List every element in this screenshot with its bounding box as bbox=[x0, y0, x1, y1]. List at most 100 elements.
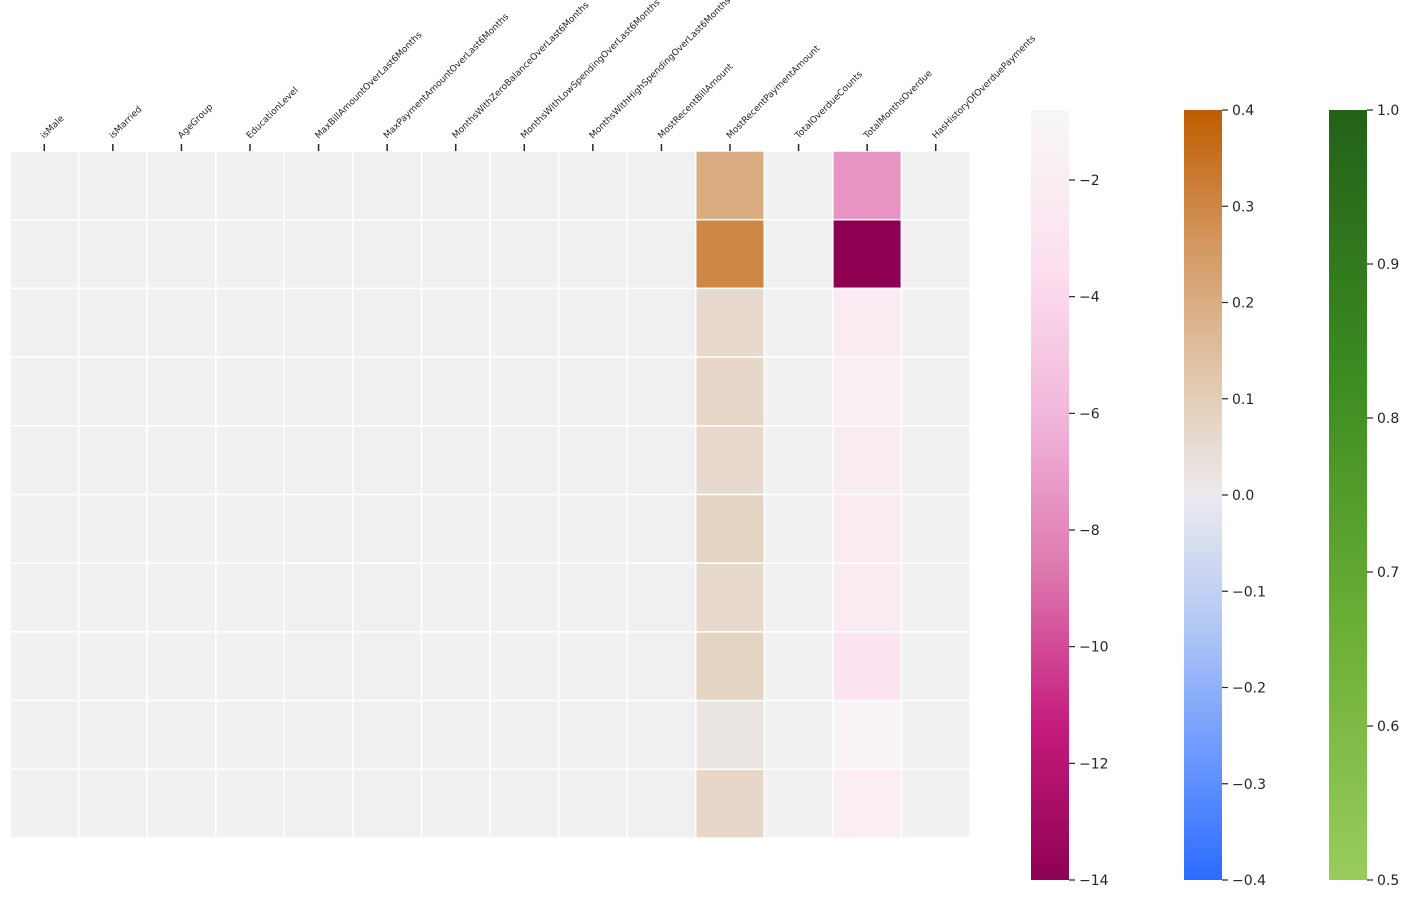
heatmap-cell bbox=[420, 562, 491, 633]
colorbars: −2 −4 −6 −8 −10 −12 −14 −0.4 −0.3 −0.2 −0.1 0.0 0.1 0… bbox=[1031, 103, 1399, 889]
heatmap-cell bbox=[832, 493, 903, 564]
heatmap-cell bbox=[77, 493, 148, 564]
heatmap-cell bbox=[352, 287, 423, 358]
heatmap-cell bbox=[557, 425, 628, 496]
heatmap-cell bbox=[694, 287, 766, 358]
colorbar-tick-label: 0.8 bbox=[1377, 411, 1399, 427]
heatmap-cell bbox=[694, 562, 766, 633]
heatmap-cell bbox=[352, 493, 423, 564]
heatmap-cell bbox=[77, 768, 148, 839]
heatmap-cell bbox=[352, 631, 423, 702]
colorbar-tick-label: 0.4 bbox=[1232, 103, 1254, 119]
heatmap-cell bbox=[9, 218, 80, 290]
heatmap-cell bbox=[77, 425, 148, 496]
heatmap-cell bbox=[626, 562, 697, 633]
colorbar-tick-label: 1.0 bbox=[1377, 103, 1399, 119]
heatmap-cell bbox=[557, 768, 628, 839]
heatmap-cell bbox=[763, 425, 834, 496]
heatmap-cell bbox=[77, 218, 148, 290]
heatmap-cell bbox=[763, 287, 834, 358]
colorbar-tick-label: 0.0 bbox=[1232, 488, 1254, 504]
heatmap-cell bbox=[283, 631, 354, 702]
heatmap-cell bbox=[77, 562, 148, 633]
heatmap-cell bbox=[77, 150, 148, 221]
heatmap-cell bbox=[352, 218, 423, 290]
heatmap-cell bbox=[420, 287, 491, 358]
heatmap-cell bbox=[420, 631, 491, 702]
colorbar-tick-label: −12 bbox=[1079, 756, 1109, 772]
heatmap-cell bbox=[214, 150, 286, 221]
heatmap-cell bbox=[489, 768, 560, 839]
heatmap-cell bbox=[832, 287, 903, 358]
heatmap-cell bbox=[77, 699, 148, 771]
heatmap-cell bbox=[763, 768, 834, 839]
heatmap-cell bbox=[626, 699, 697, 771]
heatmap-cells bbox=[9, 150, 971, 839]
heatmap-cell bbox=[489, 287, 560, 358]
colorbar-green bbox=[1329, 110, 1367, 880]
heatmap-cell bbox=[214, 287, 286, 358]
heatmap-cell bbox=[146, 493, 217, 564]
heatmap-cell bbox=[283, 493, 354, 564]
column-label: MonthsWithLowSpendingOverLast6Months bbox=[519, 0, 662, 141]
heatmap-cell bbox=[832, 150, 903, 221]
heatmap-cell bbox=[146, 562, 217, 633]
heatmap-cell bbox=[763, 562, 834, 633]
colorbar-tick-label: 0.7 bbox=[1377, 565, 1399, 581]
heatmap-cell bbox=[77, 631, 148, 702]
heatmap-cell bbox=[214, 562, 286, 633]
heatmap-cell bbox=[626, 493, 697, 564]
heatmap-cell bbox=[557, 493, 628, 564]
column-label: HasHistoryOfOverduePayments bbox=[931, 34, 1039, 142]
colorbar-tick-label: −0.1 bbox=[1232, 584, 1266, 600]
heatmap-cell bbox=[900, 218, 971, 290]
heatmap-cell bbox=[283, 218, 354, 290]
heatmap-cell bbox=[489, 631, 560, 702]
heatmap-cell bbox=[352, 356, 423, 427]
heatmap-cell bbox=[900, 150, 971, 221]
heatmap-cell bbox=[832, 356, 903, 427]
heatmap-cell bbox=[283, 287, 354, 358]
heatmap-cell bbox=[763, 150, 834, 221]
heatmap-cell bbox=[214, 218, 286, 290]
heatmap-cell bbox=[352, 562, 423, 633]
heatmap-cell bbox=[900, 631, 971, 702]
heatmap-cell bbox=[489, 356, 560, 427]
heatmap-cell bbox=[626, 287, 697, 358]
heatmap-cell bbox=[694, 356, 766, 427]
heatmap-cell bbox=[626, 356, 697, 427]
heatmap-cell bbox=[9, 631, 80, 702]
heatmap-cell bbox=[146, 425, 217, 496]
heatmap-cell bbox=[626, 218, 697, 290]
colorbar-tick-label: 0.1 bbox=[1232, 392, 1254, 408]
column-ticks: isMale isMarried AgeGroup EducationLevel Max… bbox=[39, 0, 1038, 151]
colorbar-tick-label: −0.4 bbox=[1232, 873, 1266, 889]
colorbar-brown bbox=[1184, 110, 1222, 880]
colorbar-tick-label: 0.5 bbox=[1377, 873, 1399, 889]
colorbar-tick-label: −0.3 bbox=[1232, 777, 1266, 793]
colorbar-tick-label: −10 bbox=[1079, 640, 1109, 656]
heatmap-cell bbox=[557, 218, 628, 290]
heatmap-cell bbox=[763, 631, 834, 702]
heatmap-cell bbox=[626, 631, 697, 702]
heatmap-cell bbox=[146, 699, 217, 771]
heatmap-cell bbox=[489, 699, 560, 771]
heatmap-cell bbox=[9, 768, 80, 839]
heatmap-cell bbox=[420, 356, 491, 427]
heatmap-cell bbox=[694, 768, 766, 839]
column-label: MonthsWithHighSpendingOverLast6Months bbox=[588, 0, 733, 141]
heatmap-cell bbox=[557, 631, 628, 702]
column-label: TotalOverdueCounts bbox=[793, 70, 865, 142]
column-label: MostRecentBillAmount bbox=[656, 62, 735, 141]
heatmap-cell bbox=[694, 699, 766, 771]
heatmap-cell bbox=[9, 562, 80, 633]
heatmap-cell bbox=[832, 218, 903, 290]
heatmap-cell bbox=[489, 493, 560, 564]
column-label: isMarried bbox=[108, 105, 144, 141]
heatmap-cell bbox=[900, 768, 971, 839]
heatmap-cell bbox=[626, 425, 697, 496]
column-label: MaxPaymentAmountOverLast6Months bbox=[382, 12, 511, 141]
heatmap-cell bbox=[146, 218, 217, 290]
heatmap-cell bbox=[626, 150, 697, 221]
heatmap-cell bbox=[832, 768, 903, 839]
